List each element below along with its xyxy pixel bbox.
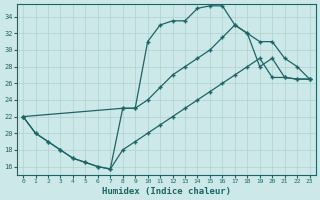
X-axis label: Humidex (Indice chaleur): Humidex (Indice chaleur) [102, 187, 231, 196]
